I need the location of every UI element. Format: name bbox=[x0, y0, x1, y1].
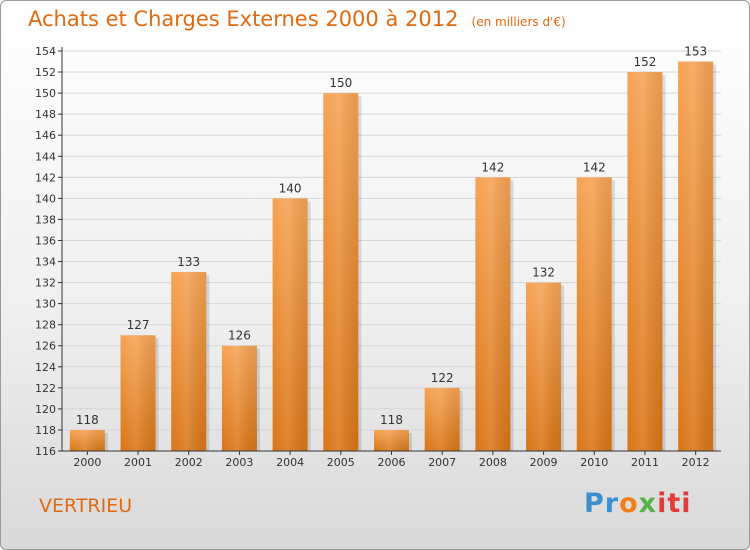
y-tick-label: 126 bbox=[35, 340, 56, 353]
y-tick-label: 136 bbox=[35, 234, 56, 247]
title-text: Achats et Charges Externes 2000 à 2012 bbox=[28, 7, 459, 31]
bar-highlight bbox=[627, 72, 663, 451]
x-tick-label: 2012 bbox=[682, 456, 710, 469]
y-tick-label: 134 bbox=[35, 256, 56, 269]
bar-highlight bbox=[69, 429, 105, 451]
bar-highlight bbox=[424, 387, 460, 451]
x-tick-label: 2006 bbox=[378, 456, 406, 469]
bar-highlight bbox=[576, 177, 612, 451]
y-tick-label: 128 bbox=[35, 319, 56, 332]
data-label: 133 bbox=[177, 255, 200, 269]
bar-highlight bbox=[678, 61, 714, 452]
bar-highlight bbox=[171, 272, 207, 451]
subtitle-text: (en milliers d'€) bbox=[471, 15, 566, 29]
data-label: 150 bbox=[329, 76, 352, 90]
bar-highlight bbox=[323, 93, 359, 452]
bar-highlight bbox=[475, 177, 511, 451]
bar-highlight bbox=[120, 335, 156, 451]
y-tick-label: 140 bbox=[35, 192, 56, 205]
y-tick-label: 152 bbox=[35, 66, 56, 79]
y-tick-label: 130 bbox=[35, 298, 56, 311]
data-label: 126 bbox=[228, 329, 251, 343]
y-tick-label: 138 bbox=[35, 213, 56, 226]
bar-highlight bbox=[221, 345, 257, 451]
x-tick-label: 2002 bbox=[175, 456, 203, 469]
data-label: 142 bbox=[481, 160, 504, 174]
y-tick-label: 154 bbox=[35, 45, 56, 58]
x-tick-label: 2005 bbox=[327, 456, 355, 469]
data-label: 127 bbox=[127, 318, 150, 332]
x-tick-label: 2000 bbox=[73, 456, 101, 469]
y-tick-label: 148 bbox=[35, 108, 56, 121]
y-tick-label: 132 bbox=[35, 277, 56, 290]
x-tick-label: 2010 bbox=[580, 456, 608, 469]
chart-title: Achats et Charges Externes 2000 à 2012 (… bbox=[28, 7, 566, 31]
x-tick-label: 2009 bbox=[530, 456, 558, 469]
x-tick-label: 2007 bbox=[428, 456, 456, 469]
data-label: 140 bbox=[279, 181, 302, 195]
y-tick-label: 122 bbox=[35, 382, 56, 395]
x-tick-label: 2004 bbox=[276, 456, 304, 469]
data-label: 152 bbox=[634, 55, 657, 69]
bar-highlight bbox=[526, 282, 562, 451]
logo-part-2: o bbox=[619, 488, 639, 519]
y-tick-label: 142 bbox=[35, 171, 56, 184]
y-tick-label: 120 bbox=[35, 403, 56, 416]
data-label: 142 bbox=[583, 160, 606, 174]
x-tick-label: 2001 bbox=[124, 456, 152, 469]
y-tick-label: 144 bbox=[35, 150, 56, 163]
y-tick-label: 146 bbox=[35, 129, 56, 142]
commune-name: VERTRIEU bbox=[39, 495, 133, 517]
proxiti-logo: Proxiti bbox=[584, 488, 692, 519]
data-label: 122 bbox=[431, 371, 454, 385]
x-tick-label: 2011 bbox=[631, 456, 659, 469]
y-tick-label: 124 bbox=[35, 361, 56, 374]
x-tick-label: 2003 bbox=[225, 456, 253, 469]
logo-part-3: x bbox=[638, 488, 658, 519]
data-label: 118 bbox=[76, 413, 99, 427]
logo-part-4: iti bbox=[657, 488, 692, 519]
axes: 1161181201221241261281301321341361381401… bbox=[35, 45, 721, 469]
grid-lines bbox=[62, 50, 721, 452]
data-label: 153 bbox=[684, 45, 707, 59]
bar-highlight bbox=[374, 429, 409, 451]
data-label: 118 bbox=[380, 413, 403, 427]
y-tick-label: 116 bbox=[35, 445, 56, 458]
x-tick-label: 2008 bbox=[479, 456, 507, 469]
bar-highlight bbox=[272, 198, 308, 451]
y-tick-label: 118 bbox=[35, 424, 56, 437]
y-tick-label: 150 bbox=[35, 87, 56, 100]
bars: 118 127 133 126 140 150 118 122 142 132 142 152 153 bbox=[69, 45, 717, 452]
data-label: 132 bbox=[532, 266, 555, 280]
logo-part-1: Pr bbox=[584, 488, 620, 519]
